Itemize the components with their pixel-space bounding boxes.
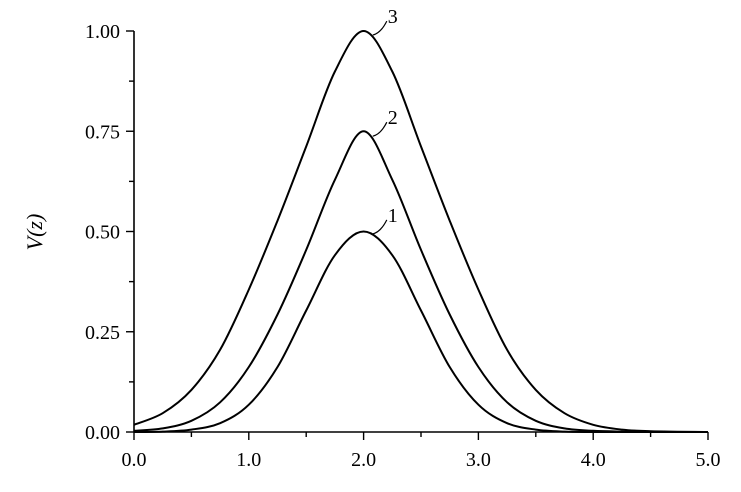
series-1-leader (372, 219, 388, 235)
series-2-leader (372, 121, 388, 137)
series-3-leader (372, 20, 388, 36)
y-tick-label: 0.75 (85, 121, 120, 143)
series-2-line (133, 130, 709, 434)
y-tick-label: 0.50 (85, 222, 120, 244)
x-tick-label: 3.0 (466, 449, 491, 471)
axes: 0.0 1.0 2.0 3.0 4.0 5.0 0.00 0.25 0.50 0.75 1.00 (85, 21, 721, 471)
series-2-label: 2 (388, 107, 398, 129)
series-labels: 1 2 3 (372, 6, 398, 235)
x-tick-label: 0.0 (122, 449, 147, 471)
series-3-line (133, 29, 709, 433)
x-tick-label: 4.0 (581, 449, 606, 471)
series-1-label: 1 (388, 205, 398, 227)
y-axis-title: V(z) (22, 214, 47, 251)
x-tick-label: 5.0 (696, 449, 721, 471)
y-tick-label: 0.25 (85, 322, 120, 344)
curves (133, 29, 709, 434)
series-1-line (133, 230, 708, 434)
series-3-label: 3 (388, 6, 398, 28)
x-tick-label: 1.0 (236, 449, 261, 471)
x-tick-label: 2.0 (351, 449, 376, 471)
y-tick-label: 0.00 (85, 422, 120, 444)
y-tick-label: 1.00 (85, 21, 120, 43)
